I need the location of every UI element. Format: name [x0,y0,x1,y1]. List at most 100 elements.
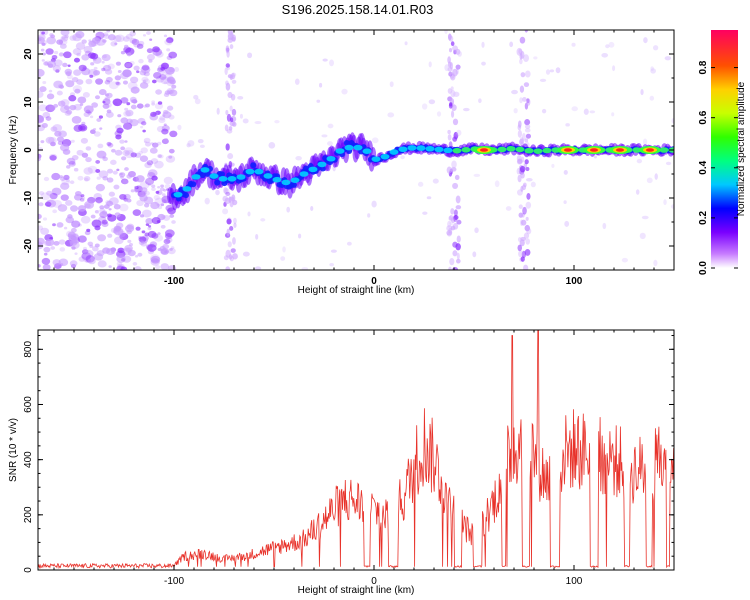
noise-blob [61,36,66,40]
noise-streak [526,227,532,235]
noise-blob [242,251,250,257]
noise-blob [118,172,126,178]
noise-streak [226,129,233,134]
noise-blob [129,37,137,44]
noise-blob [71,162,75,165]
noise-blob [52,65,61,72]
noise-blob [472,251,477,258]
noise-blob [95,160,101,164]
noise-blob [160,224,166,229]
noise-blob [95,197,103,204]
noise-blob [59,247,66,252]
colorbar-tick-label: 0.8 [698,60,709,74]
noise-blob [110,159,117,165]
noise-blob [143,137,151,144]
noise-streak [226,228,230,237]
noise-streak [231,79,237,84]
noise-blob [73,57,81,63]
noise-blob [76,52,81,57]
noise-blob [140,125,144,129]
noise-blob [71,76,79,83]
noise-streak [517,120,522,128]
noise-blob [163,138,169,143]
noise-streak [449,214,454,221]
noise-blob [611,112,615,117]
ridge-highlight [326,155,336,162]
noise-blob [48,89,53,93]
noise-blob [436,111,442,117]
noise-blob [53,59,63,67]
noise-blob [123,122,133,130]
noise-blob [167,89,173,95]
noise-streak [448,71,453,77]
noise-blob [95,31,105,40]
noise-blob [101,53,111,62]
noise-blob [83,177,89,182]
ridge-highlight [308,166,318,173]
noise-blob [101,219,108,225]
noise-blob [105,76,113,83]
noise-blob [150,111,157,117]
noise-blob [112,98,123,107]
noise-streak [520,72,526,78]
noise-blob [545,69,551,75]
x-tick-label: 0 [371,576,377,587]
ridge-highlight [542,147,552,154]
noise-blob [77,175,84,181]
noise-blob [346,241,352,246]
noise-blob [295,156,302,161]
noise-blob [93,69,101,76]
noise-blob [71,154,79,161]
noise-blob [641,215,649,220]
noise-blob [167,77,172,82]
noise-blob [95,183,106,192]
noise-streak [516,189,523,196]
noise-blob [160,76,170,85]
noise-streak [519,58,523,65]
noise-streak [448,47,453,53]
noise-blob [140,187,148,193]
noise-blob [142,34,147,37]
noise-streak [225,249,231,258]
noise-streak [447,56,451,64]
noise-blob [169,214,175,218]
noise-blob [478,98,482,104]
noise-blob [95,169,101,173]
noise-blob [168,155,173,159]
noise-streak [232,237,236,245]
noise-blob [65,80,75,88]
noise-streak [447,134,452,141]
noise-blob [126,229,132,235]
noise-blob [161,138,169,145]
noise-blob [55,69,60,73]
noise-blob [145,218,154,225]
noise-blob [138,58,144,64]
noise-blob [119,232,129,241]
noise-blob [129,76,139,84]
noise-blob [130,152,137,158]
noise-blob [133,41,141,48]
noise-blob [152,48,163,56]
noise-blob [151,187,156,191]
noise-blob [114,236,124,245]
noise-blob [40,48,45,52]
noise-blob [116,265,126,270]
noise-blob [154,197,165,206]
noise-blob [56,222,64,228]
noise-blob [122,80,129,85]
noise-blob [112,170,118,175]
noise-blob [280,256,286,261]
noise-blob [49,192,58,200]
noise-blob [255,233,259,240]
noise-blob [387,112,395,118]
noise-blob [63,226,68,230]
noise-blob [97,143,104,149]
ridge-peak-core [480,148,488,152]
noise-blob [664,56,672,61]
noise-blob [104,97,111,102]
ridge-highlight [497,146,507,153]
noise-blob [50,141,56,147]
noise-blob [481,61,486,66]
noise-blob [636,158,643,164]
noise-blob [154,264,161,270]
